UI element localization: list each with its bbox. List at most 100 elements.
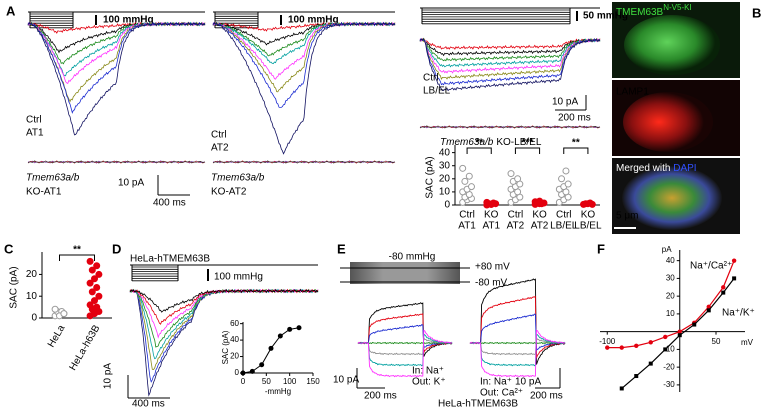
caption: HeLa-hTMEM63B — [438, 399, 518, 407]
data-point — [692, 322, 697, 327]
iv-line — [607, 260, 735, 349]
stain-label: TMEM63BN-V5-KI — [616, 3, 692, 18]
data-point — [663, 334, 668, 340]
scale-label: 200 ms — [558, 113, 591, 124]
significance-label: ** — [572, 138, 580, 149]
x-tick-label: Ctrl — [556, 210, 572, 221]
data-point — [619, 386, 624, 391]
trace — [469, 341, 566, 345]
scale-label: 10 pA — [552, 97, 578, 108]
trace — [357, 329, 453, 378]
x-tick-label: LB/EL — [550, 221, 578, 232]
cell — [624, 15, 720, 75]
trace — [129, 288, 319, 313]
scale-label: 10 pA — [333, 375, 359, 386]
data-point — [259, 362, 265, 368]
panel-b-images — [612, 2, 740, 234]
stain-label: Merged with DAPI — [616, 163, 697, 174]
data-point — [706, 308, 711, 313]
x-tick-label: HeLa-h63B — [68, 323, 103, 373]
x-tick-label: 0 — [241, 377, 246, 386]
data-point — [663, 347, 668, 352]
data-point — [648, 340, 653, 345]
trace — [469, 295, 566, 358]
x-tick-label: AT1 — [458, 221, 476, 232]
data-point — [514, 175, 522, 183]
data-point — [586, 199, 594, 207]
y-tick-label: 0 — [31, 313, 37, 324]
trace — [357, 341, 453, 345]
y-tick-label: 30 — [666, 274, 675, 283]
panel-label: F — [597, 241, 605, 256]
x-tick-label: 100 — [283, 377, 297, 386]
data-point — [268, 345, 274, 351]
trace — [357, 324, 453, 349]
ko-label: Tmem63a/b KO-LB/EL — [440, 137, 542, 148]
trace — [212, 160, 396, 164]
y-tick-label: 10 — [666, 309, 675, 318]
x-tick-label: -100 — [599, 337, 616, 346]
trace — [469, 329, 566, 378]
data-point — [95, 270, 103, 278]
data-point — [634, 374, 639, 379]
y-axis-label: SAC (pA) — [9, 266, 20, 308]
solution-label: Out: K⁺ — [412, 377, 446, 388]
scale-label: 10 pA — [515, 377, 541, 388]
trace — [419, 38, 601, 92]
data-point — [86, 257, 94, 265]
data-point — [287, 326, 293, 332]
ko-label: Tmem63a/b — [211, 173, 265, 184]
data-point — [487, 200, 495, 208]
data-point — [240, 370, 246, 376]
x-tick-label: 50 — [262, 377, 271, 386]
ctrl-label: AT2 — [211, 143, 229, 154]
stain-label: LAMP1 — [616, 87, 649, 98]
x-tick-label: 50 — [712, 337, 721, 346]
data-point — [706, 304, 711, 309]
significance-bracket — [59, 254, 95, 261]
trace — [469, 278, 566, 365]
y-tick-label: 40 — [439, 147, 451, 158]
data-point — [93, 284, 101, 291]
scale-label: 400 ms — [153, 198, 186, 209]
title: HeLa-hTMEM63B — [130, 254, 210, 265]
panel-label: D — [112, 241, 121, 256]
x-axis-label: -mmHg — [265, 387, 291, 396]
x-tick-label: AT1 — [482, 221, 500, 232]
legend-label: Na⁺/K⁺ — [722, 308, 755, 319]
trace — [357, 336, 453, 356]
x-tick-label: HeLa — [46, 323, 68, 350]
data-point — [249, 368, 255, 374]
y-axis-label: pA — [662, 245, 672, 254]
scale-label: 10 pA — [118, 178, 144, 189]
data-point — [677, 333, 682, 338]
trace — [469, 336, 566, 356]
data-point — [605, 345, 610, 350]
y-axis-label: SAC (pA) — [425, 156, 436, 198]
pressure-label: 50 mmHg — [583, 11, 628, 22]
x-tick-label: LB/EL — [574, 221, 602, 232]
ctrl-label: Ctrl — [211, 130, 227, 141]
stain-superscript: N-V5-KI — [663, 3, 691, 12]
y-tick-label: 20 — [439, 173, 451, 184]
cell — [622, 166, 722, 230]
solution-label: Out: Ca²⁺ — [480, 388, 523, 399]
ctrl-label: LB/EL — [423, 86, 451, 97]
data-point — [461, 177, 469, 185]
trace — [419, 37, 601, 62]
y-tick-label: 30 — [439, 160, 451, 171]
pressure-label: 100 mmHg — [214, 272, 263, 283]
y-tick-label: 60 — [230, 319, 239, 328]
panel-label: A — [6, 3, 16, 18]
protocol-label: -80 mV — [475, 278, 508, 289]
scale-label: 200 ms — [364, 391, 397, 402]
scale-label: 200 ms — [530, 391, 563, 402]
data-point — [732, 276, 737, 281]
significance-label: ** — [475, 138, 483, 149]
trace — [469, 313, 566, 352]
data-point — [465, 172, 473, 180]
significance-label: ** — [73, 245, 81, 256]
y-tick-label: 40 — [230, 335, 239, 344]
trace — [27, 160, 206, 164]
pressure-label: 100 mmHg — [103, 15, 154, 26]
